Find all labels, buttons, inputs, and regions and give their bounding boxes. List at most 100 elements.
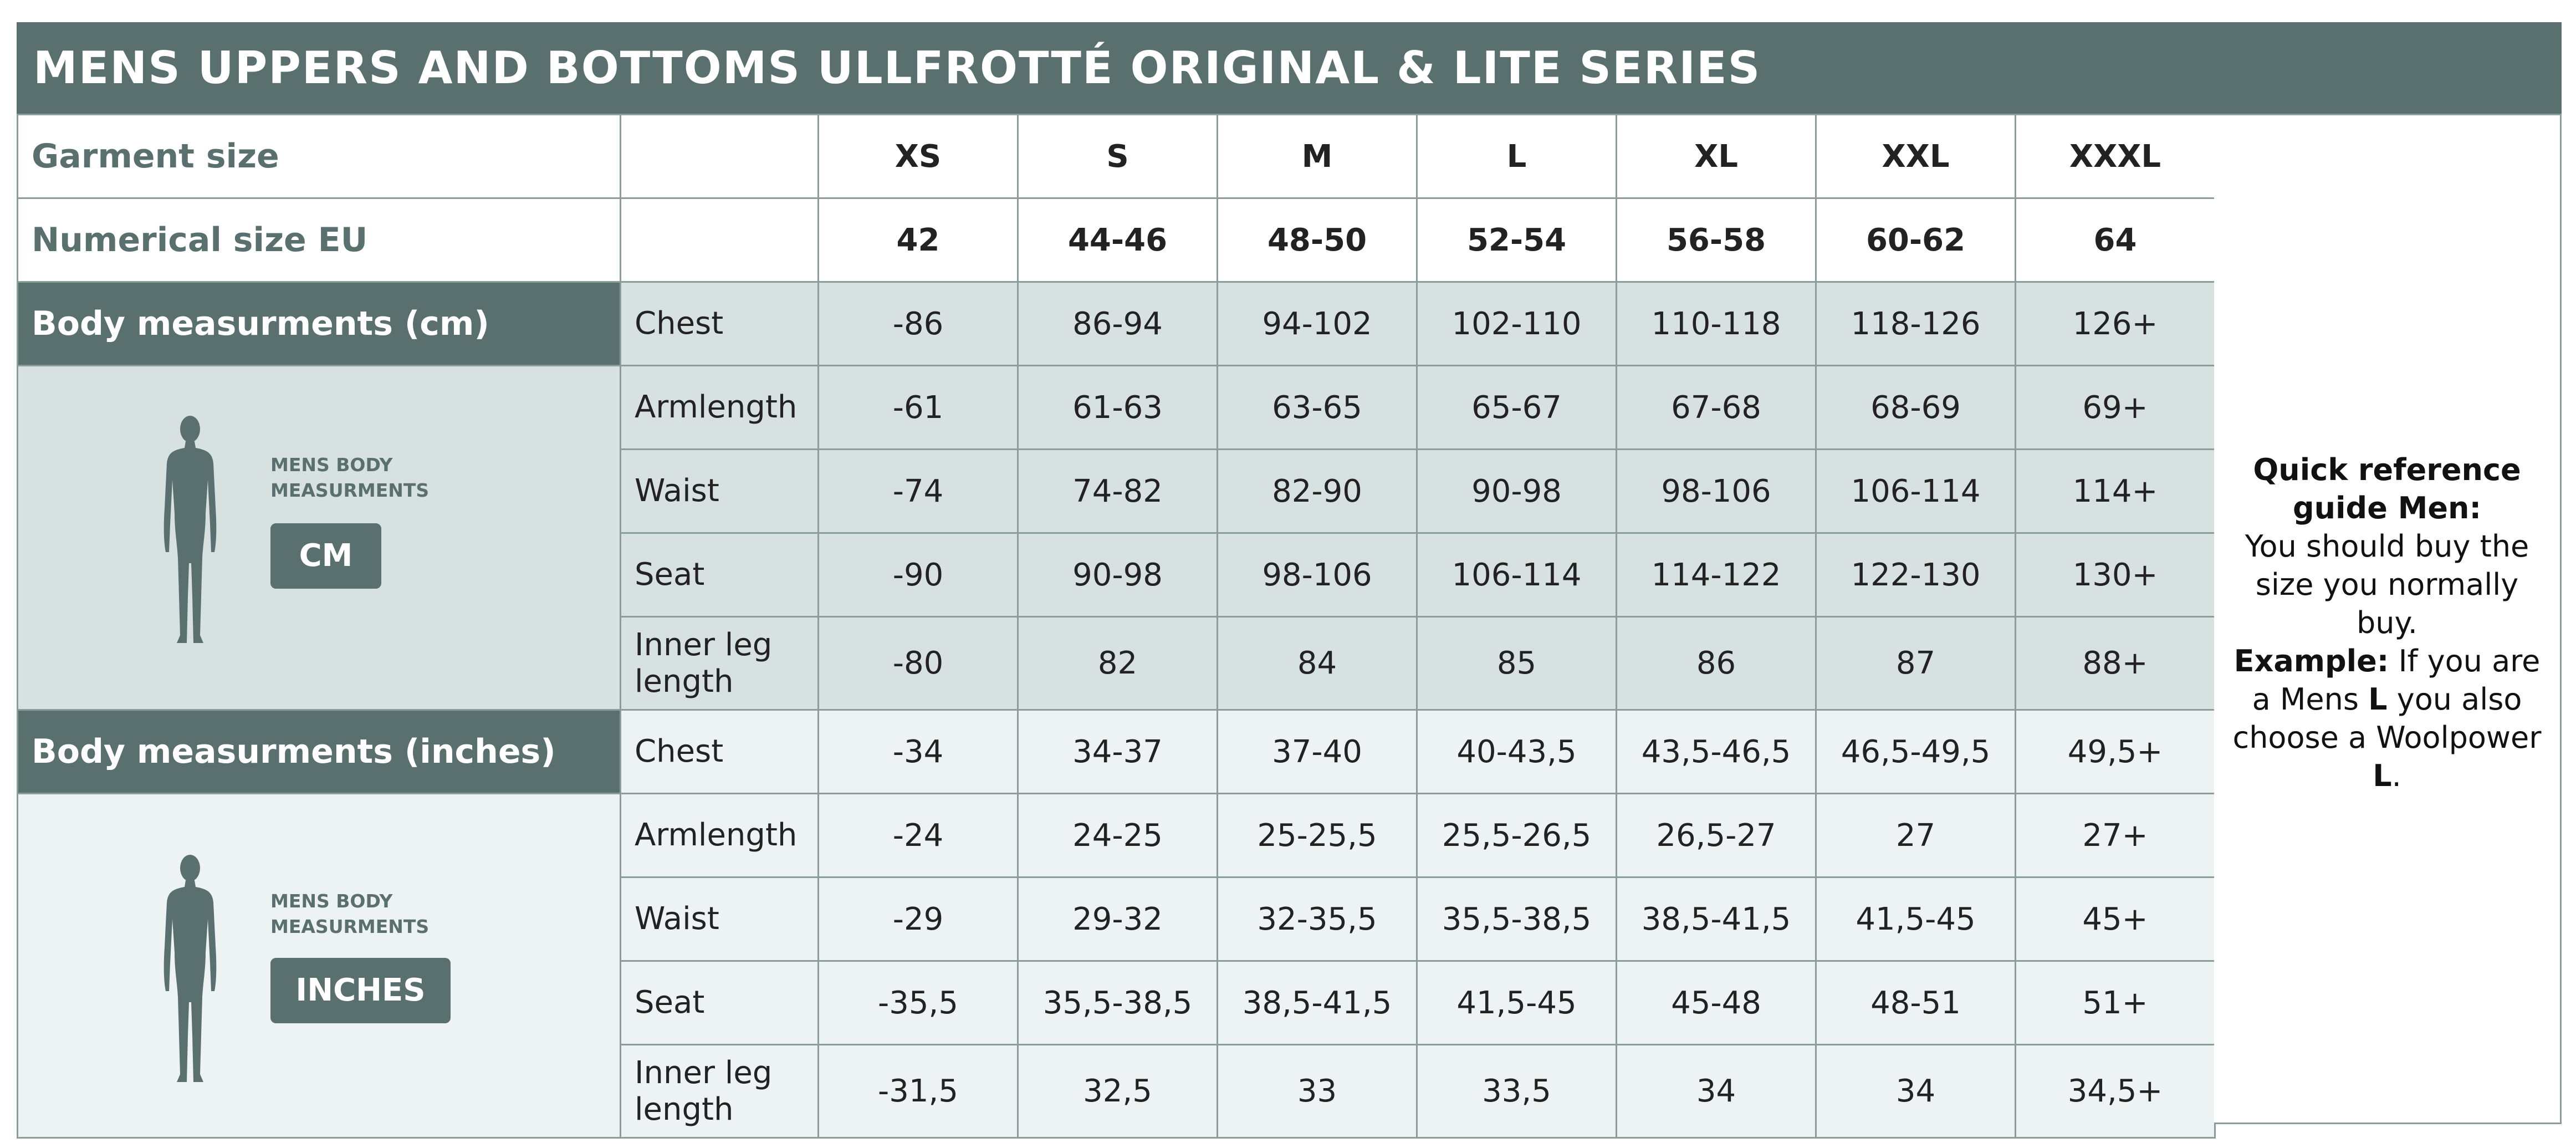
inch-row: Body measurments (inches) Chest -34 34-37 37… (17, 709, 2216, 794)
inch-figure: MENS BODY MEASURMENTS INCHES (19, 797, 619, 1135)
caption-line: MEASURMENTS (270, 479, 430, 501)
inch-row: Inner leg length -31,5 32,5 33 33,5 34 34 34,5+ (18, 1044, 2216, 1139)
measurement-value: -74 (817, 448, 1019, 534)
measurement-value: 41,5-45 (1815, 876, 2016, 962)
measurement-value: 74-82 (1017, 448, 1218, 534)
garment-size-cell: XS (817, 114, 1019, 199)
measurement-value: 102-110 (1416, 281, 1617, 366)
numerical-size-cell: 42 (817, 197, 1019, 283)
inch-row: Waist -29 29-32 32-35,5 35,5-38,5 38,5-41,5 41… (18, 876, 2216, 962)
measurement-value: 33 (1217, 1044, 1418, 1139)
measurement-value: 45+ (2015, 876, 2216, 962)
garment-size-cell: M (1217, 114, 1418, 199)
measurement-value: 25,5-26,5 (1416, 793, 1617, 878)
cm-unit-badge: CM (270, 523, 381, 589)
measurement-value: 63-65 (1217, 365, 1418, 450)
measurement-value: 90-98 (1017, 532, 1218, 618)
measurement-value: 88+ (2015, 616, 2216, 711)
numerical-size-cell: 56-58 (1616, 197, 1817, 283)
garment-size-row: Garment size XS S M L XL XXL XXXL (17, 114, 2216, 199)
measurement-value: 43,5-46,5 (1616, 709, 1817, 794)
measurement-label: Inner leg length (620, 1044, 819, 1139)
measurement-value: -29 (817, 876, 1019, 962)
measurement-label: Seat (620, 532, 819, 618)
title-bar: MENS UPPERS AND BOTTOMS ULLFROTTÉ ORIGIN… (17, 22, 2562, 114)
measurement-value: 86 (1616, 616, 1817, 711)
measurement-label: Inner leg length (620, 616, 819, 711)
measurement-label: Waist (620, 448, 819, 534)
numerical-size-label: Numerical size EU (17, 197, 621, 283)
measurement-value: 34-37 (1017, 709, 1218, 794)
measurement-value: 29-32 (1017, 876, 1218, 962)
cm-row: Inner leg length -80 82 84 85 86 87 88+ (18, 616, 2216, 711)
measurement-value: 65-67 (1416, 365, 1617, 450)
garment-size-cell: XXXL (2015, 114, 2216, 199)
measurement-value: 35,5-38,5 (1416, 876, 1617, 962)
measurement-value: 110-118 (1616, 281, 1817, 366)
figure-body (163, 441, 217, 643)
measurement-label: Chest (620, 281, 819, 366)
measurement-value: 87 (1815, 616, 2016, 711)
measurement-value: -24 (817, 793, 1019, 878)
size-chart: MENS UPPERS AND BOTTOMS ULLFROTTÉ ORIGIN… (17, 22, 2562, 1139)
measurement-value: 37-40 (1217, 709, 1418, 794)
caption-line: MENS BODY (270, 453, 393, 476)
example-text-2: you also choose a Woolpower (2232, 682, 2542, 755)
measurement-label: Armlength (620, 365, 819, 450)
measurement-value: 98-106 (1616, 448, 1817, 534)
caption-line: MEASURMENTS (270, 915, 430, 937)
cm-row: Seat -90 90-98 98-106 106-114 114-122 122-130 1… (18, 532, 2216, 618)
figure-head (180, 854, 200, 881)
measurement-value: 126+ (2015, 281, 2216, 366)
measurement-value: 106-114 (1815, 448, 2016, 534)
numerical-size-cell: 44-46 (1017, 197, 1218, 283)
measurement-value: 69+ (2015, 365, 2216, 450)
measurement-value: -90 (817, 532, 1019, 618)
cm-figure: MENS BODY MEASURMENTS CM (19, 369, 619, 707)
example-size-2: L (2373, 758, 2392, 793)
numerical-size-cell: 48-50 (1217, 197, 1418, 283)
inch-figure-cell: MENS BODY MEASURMENTS INCHES (17, 793, 621, 1139)
measurement-value: 68-69 (1815, 365, 2016, 450)
measurement-label: Waist (620, 876, 819, 962)
table-body: Garment size XS S M L XL XXL XXXL Numerical size… (17, 114, 2216, 1139)
blank-cell (620, 197, 819, 283)
quick-reference-box: Quick reference guide Men: You should bu… (2214, 114, 2562, 1124)
blank-cell (620, 114, 819, 199)
chart-title: MENS UPPERS AND BOTTOMS ULLFROTTÉ ORIGIN… (33, 42, 1761, 94)
measurement-value: 82-90 (1217, 448, 1418, 534)
measurement-value: 34 (1616, 1044, 1817, 1139)
measurement-value: 34 (1815, 1044, 2016, 1139)
measurement-value: -35,5 (817, 960, 1019, 1045)
measurement-value: 82 (1017, 616, 1218, 711)
measurement-value: 114+ (2015, 448, 2216, 534)
cm-row: Waist -74 74-82 82-90 90-98 98-106 106-114 114+ (18, 448, 2216, 534)
measurement-label: Chest (620, 709, 819, 794)
measurement-value: 106-114 (1416, 532, 1617, 618)
numerical-size-cell: 64 (2015, 197, 2216, 283)
size-table: Garment size XS S M L XL XXL XXXL Numerical size… (17, 114, 2216, 1139)
measurement-value: 49,5+ (2015, 709, 2216, 794)
garment-size-cell: L (1416, 114, 1617, 199)
measurement-value: 94-102 (1217, 281, 1418, 366)
measurement-value: 98-106 (1217, 532, 1418, 618)
caption-line: MENS BODY (270, 890, 393, 912)
garment-size-cell: XXL (1815, 114, 2016, 199)
measurement-label: Seat (620, 960, 819, 1045)
numerical-size-cell: 52-54 (1416, 197, 1617, 283)
garment-size-label: Garment size (17, 114, 621, 199)
measurement-value: 67-68 (1616, 365, 1817, 450)
example-text-1: If you are a Mens (2252, 644, 2541, 717)
measurement-value: 41,5-45 (1416, 960, 1617, 1045)
measurement-value: 84 (1217, 616, 1418, 711)
measurement-value: 51+ (2015, 960, 2216, 1045)
inch-row: Seat -35,5 35,5-38,5 38,5-41,5 41,5-45 45-48 4… (18, 960, 2216, 1045)
figure-body (163, 880, 217, 1082)
cm-section-label: Body measurments (cm) (17, 281, 621, 366)
quick-reference-body: You should buy the size you normally buy… (2245, 529, 2529, 640)
measurement-value: 24-25 (1017, 793, 1218, 878)
measurement-value: 32,5 (1017, 1044, 1218, 1139)
measurement-value: 34,5+ (2015, 1044, 2216, 1139)
measurement-value: 38,5-41,5 (1616, 876, 1817, 962)
numerical-size-cell: 60-62 (1815, 197, 2016, 283)
